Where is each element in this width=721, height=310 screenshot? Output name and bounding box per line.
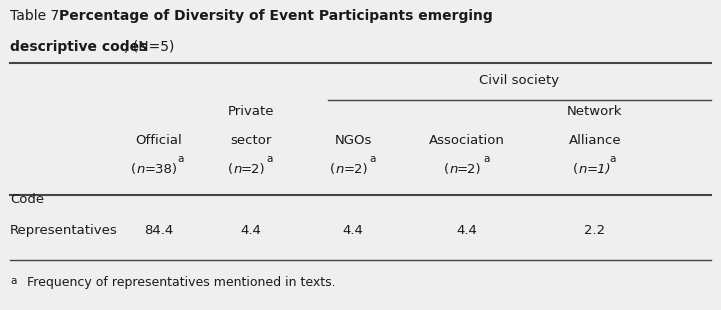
Text: Code: Code: [10, 193, 44, 206]
Text: (: (: [131, 163, 136, 176]
Text: n: n: [137, 163, 146, 176]
Text: (: (: [444, 163, 449, 176]
Text: a: a: [177, 154, 184, 164]
Text: , (N=5): , (N=5): [124, 40, 174, 54]
Text: n: n: [234, 163, 242, 176]
Text: Network: Network: [567, 105, 622, 118]
Text: Alliance: Alliance: [569, 134, 621, 147]
Text: Representatives: Representatives: [10, 224, 118, 237]
Text: Civil society: Civil society: [479, 74, 559, 87]
Text: =1): =1): [586, 163, 611, 176]
Text: Table 7.: Table 7.: [10, 9, 68, 23]
Text: 4.4: 4.4: [457, 224, 477, 237]
Text: a: a: [483, 154, 490, 164]
Text: 2.2: 2.2: [584, 224, 606, 237]
Text: =38): =38): [144, 163, 177, 176]
Text: Association: Association: [429, 134, 505, 147]
Text: (: (: [573, 163, 578, 176]
Text: =2): =2): [457, 163, 482, 176]
Text: NGOs: NGOs: [335, 134, 372, 147]
Text: Private: Private: [228, 105, 274, 118]
Text: 84.4: 84.4: [144, 224, 173, 237]
Text: sector: sector: [230, 134, 272, 147]
Text: descriptive codes: descriptive codes: [10, 40, 148, 54]
Text: Percentage of Diversity of Event Participants emerging: Percentage of Diversity of Event Partici…: [59, 9, 493, 23]
Text: a: a: [10, 276, 17, 286]
Text: (: (: [228, 163, 233, 176]
Text: n: n: [579, 163, 588, 176]
Text: a: a: [369, 154, 376, 164]
Text: 4.4: 4.4: [343, 224, 363, 237]
Text: =2): =2): [241, 163, 265, 176]
Text: n: n: [450, 163, 459, 176]
Text: a: a: [609, 154, 616, 164]
Text: 4.4: 4.4: [241, 224, 261, 237]
Text: n: n: [336, 163, 345, 176]
Text: a: a: [267, 154, 273, 164]
Text: (: (: [330, 163, 335, 176]
Text: Official: Official: [136, 134, 182, 147]
Text: =2): =2): [343, 163, 368, 176]
Text: Frequency of representatives mentioned in texts.: Frequency of representatives mentioned i…: [23, 276, 336, 289]
